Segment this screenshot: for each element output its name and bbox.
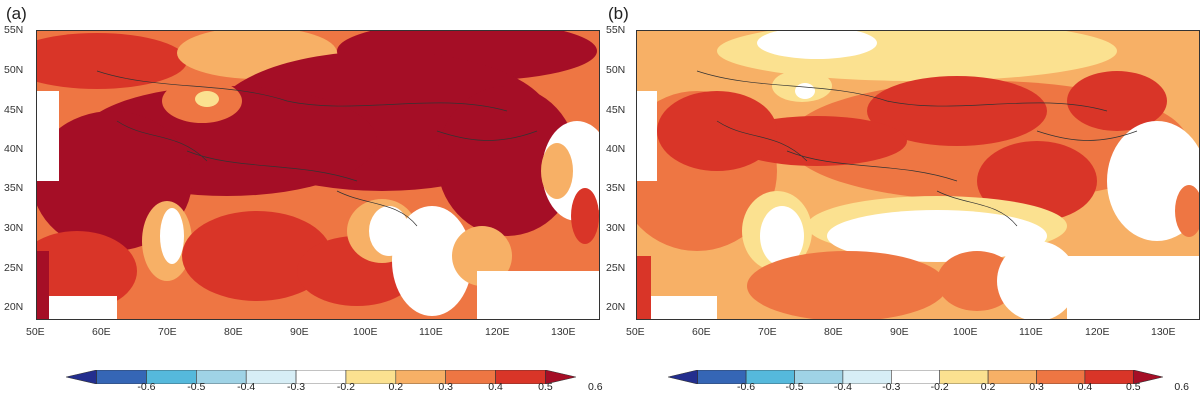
colorbar-tick-label: 0.5 — [538, 381, 553, 393]
lon-tick: 120E — [485, 326, 510, 338]
colorbar-tick-label: 0.2 — [388, 381, 404, 393]
panel-a-label: (a) — [6, 4, 27, 23]
panel-a-field — [37, 31, 599, 319]
colorbar-tick-label: -0.2 — [336, 381, 355, 393]
colorbar-tick-label: 0.2 — [980, 381, 996, 393]
colorbar-a — [66, 370, 576, 384]
lat-tick: 35N — [4, 182, 24, 194]
colorbar-tick-label: 0.6 — [587, 381, 603, 393]
panel-b-field — [637, 31, 1199, 319]
colorbar-b — [668, 370, 1163, 384]
lon-tick: 110E — [419, 326, 443, 338]
colorbar-tick-label: -0.6 — [137, 381, 156, 393]
colorbar-a-labels: -0.6 -0.5 -0.4 -0.3 -0.2 0.2 0.3 0.4 0.5 0.6 — [66, 381, 602, 397]
lon-tick: 130E — [1151, 326, 1176, 338]
lon-tick: 50E — [626, 326, 645, 338]
lat-tick: 45N — [606, 104, 626, 116]
panel-b-label: (b) — [608, 4, 629, 23]
colorbar-tick-label: -0.5 — [187, 381, 206, 393]
lat-tick: 55N — [4, 24, 24, 36]
lat-tick: 20N — [4, 301, 24, 313]
colorbar-tick-label: 0.3 — [438, 381, 453, 393]
lat-tick: 25N — [4, 262, 24, 274]
lon-tick: 70E — [758, 326, 777, 338]
lon-tick: 90E — [890, 326, 909, 338]
colorbar-b-labels: -0.6 -0.5 -0.4 -0.3 -0.2 0.2 0.3 0.4 0.5 0.6 — [668, 381, 1189, 397]
colorbar-max-arrow — [1132, 370, 1163, 384]
lat-tick: 45N — [4, 104, 24, 116]
lat-tick: 30N — [4, 222, 24, 234]
colorbar-tick-label: 0.3 — [1029, 381, 1044, 393]
lon-tick: 110E — [1019, 326, 1043, 338]
lon-tick: 100E — [953, 326, 978, 338]
lat-tick: 40N — [4, 143, 24, 155]
lon-tick: 90E — [290, 326, 309, 338]
lon-tick: 50E — [26, 326, 45, 338]
colorbar-tick-label: 0.5 — [1125, 381, 1141, 393]
lat-tick: 55N — [606, 24, 626, 36]
lon-tick: 60E — [92, 326, 111, 338]
panel-b-map — [636, 30, 1200, 320]
lon-tick: 70E — [158, 326, 177, 338]
colorbar-tick-label: -0.5 — [785, 381, 804, 393]
lon-tick: 80E — [824, 326, 843, 338]
colorbar-tick-label: -0.3 — [882, 381, 901, 393]
colorbar-tick-label: 0.6 — [1174, 381, 1189, 393]
lat-tick: 25N — [606, 262, 626, 274]
lat-tick: 40N — [606, 143, 626, 155]
lon-tick: 80E — [224, 326, 243, 338]
colorbar-tick-label: -0.6 — [737, 381, 756, 393]
lon-tick: 120E — [1085, 326, 1110, 338]
lat-tick: 20N — [606, 301, 626, 313]
lat-tick: 50N — [606, 64, 626, 76]
colorbar-tick-label: 0.4 — [488, 381, 503, 393]
lon-tick: 60E — [692, 326, 711, 338]
colorbar-max-arrow — [545, 370, 576, 384]
panel-a-map — [36, 30, 600, 320]
colorbar-tick-label: 0.4 — [1077, 381, 1093, 393]
lon-tick: 100E — [353, 326, 378, 338]
lat-tick: 35N — [606, 182, 626, 194]
colorbar-tick-label: -0.4 — [833, 381, 852, 393]
colorbar-tick-label: -0.3 — [287, 381, 306, 393]
colorbar-tick-label: -0.4 — [237, 381, 256, 393]
lon-tick: 130E — [551, 326, 576, 338]
colorbar-tick-label: -0.2 — [930, 381, 949, 393]
lat-tick: 30N — [606, 222, 626, 234]
lat-tick: 50N — [4, 64, 24, 76]
